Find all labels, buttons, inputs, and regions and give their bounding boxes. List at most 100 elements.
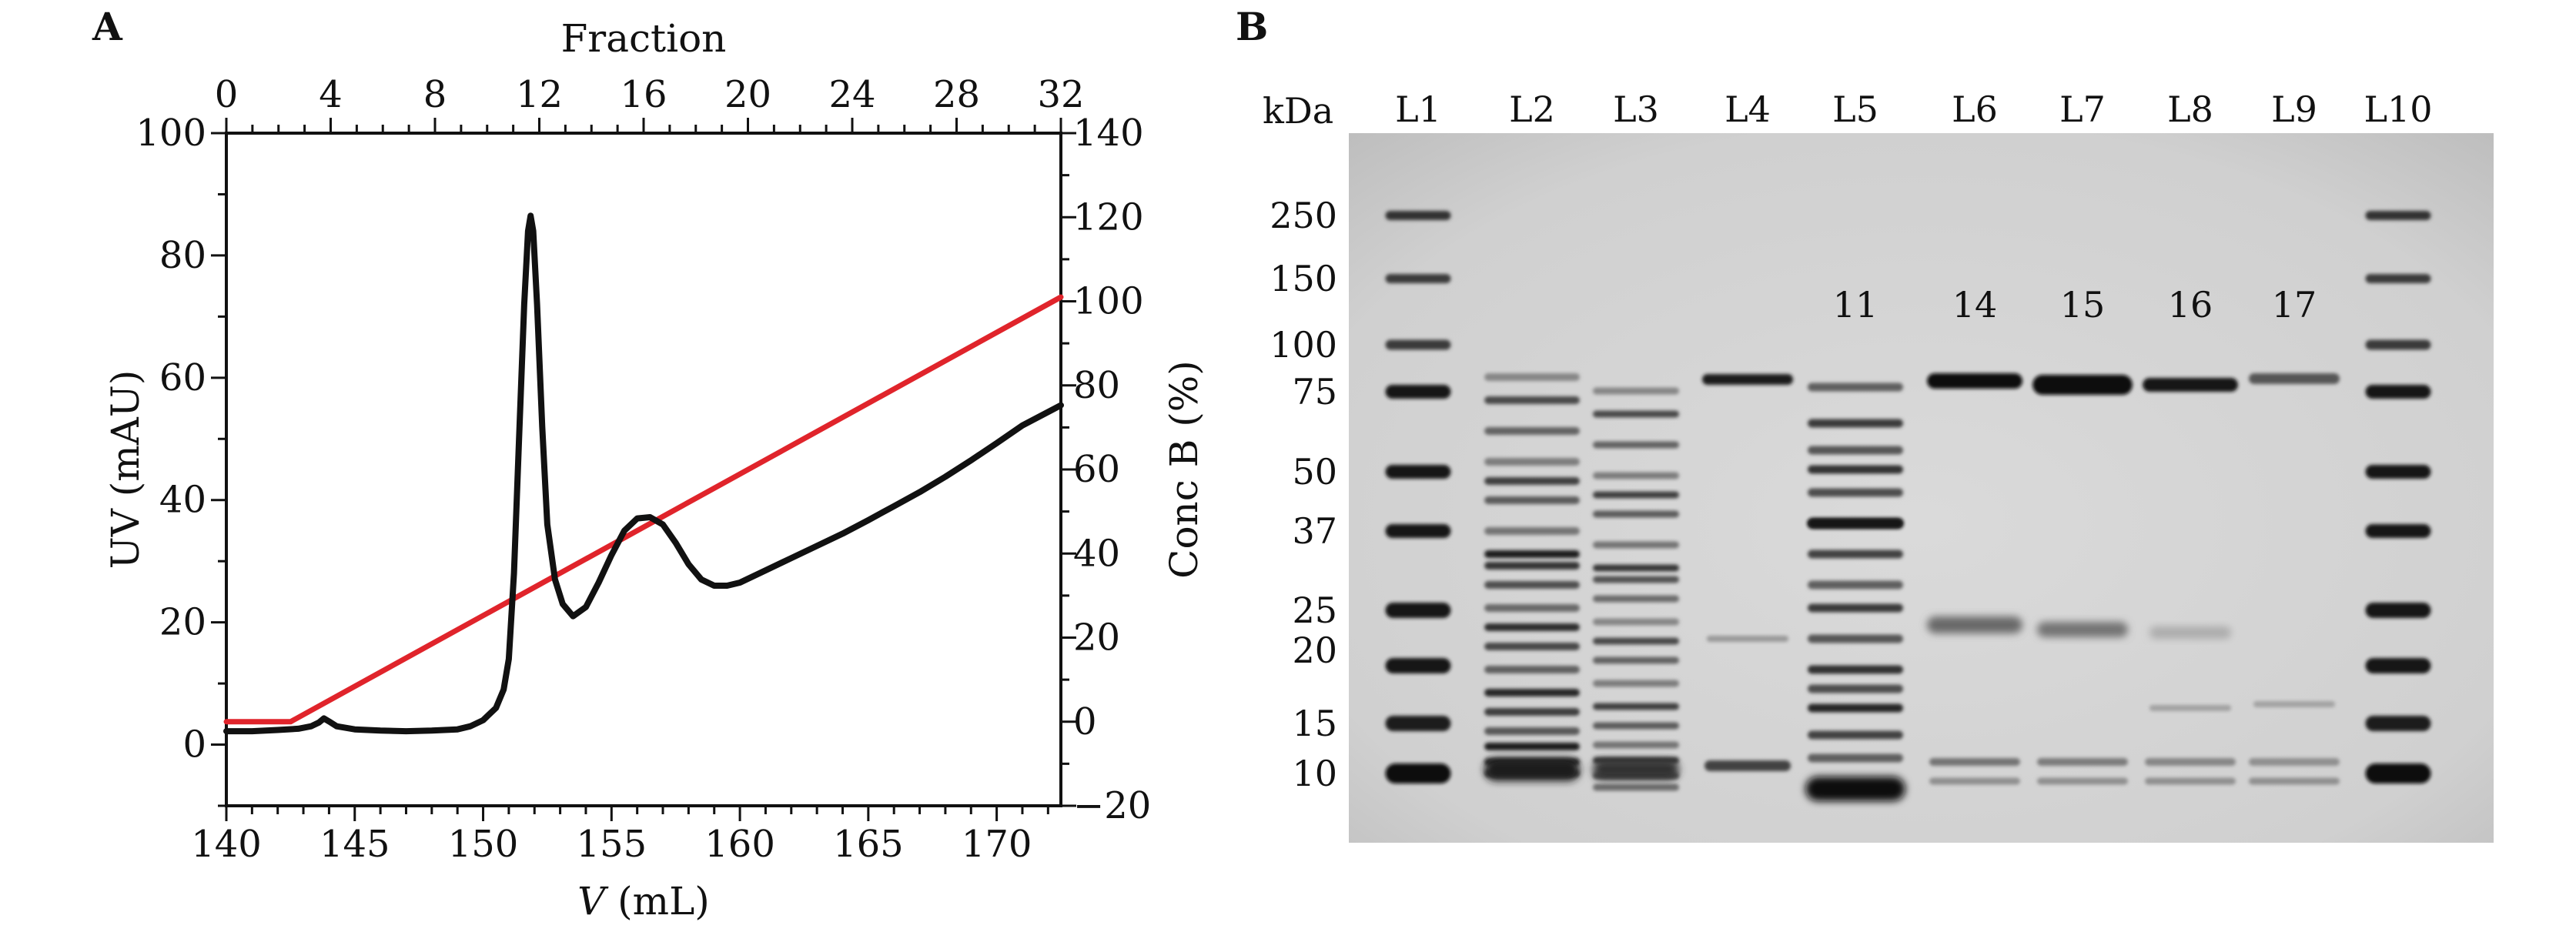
gel-band (2249, 373, 2340, 384)
lane-label-l2: L2 (1509, 89, 1555, 130)
gel-band (1385, 465, 1451, 479)
y2-tick-labels: −20 0 20 40 60 80 100 120 140 (1073, 112, 1151, 827)
x-tick-label: 150 (448, 823, 519, 866)
gel-band (1484, 708, 1580, 716)
x2-tick-label: 24 (828, 73, 875, 116)
fraction-label-17: 17 (2272, 284, 2317, 326)
gel-band (1484, 496, 1580, 504)
x2-tick-labels: 0 4 8 12 16 20 24 28 32 (215, 73, 1085, 116)
gel-band (1592, 576, 1680, 583)
gel-band (1385, 716, 1451, 731)
lane-label-l7: L7 (2059, 89, 2106, 130)
x-tick-labels: 140 145 150 155 160 165 170 (191, 823, 1032, 866)
kda-label-250: 250 (1270, 195, 1337, 236)
gel-image (1349, 133, 2494, 843)
uv-trace-line (223, 212, 1064, 735)
gel-band (1592, 783, 1680, 791)
gel-band (2365, 211, 2431, 220)
gel-band (1808, 382, 1903, 392)
fraction-labels: 11 14 15 16 17 (1833, 284, 2317, 326)
lane-label-l9: L9 (2271, 89, 2317, 130)
gel-band (1484, 427, 1580, 435)
gel-band (2145, 777, 2236, 785)
x2-tick-label: 28 (933, 73, 980, 116)
gel-band (1592, 656, 1680, 664)
gel-band (1484, 550, 1580, 558)
y2-tick-label: −20 (1073, 784, 1151, 827)
gel-band (1592, 491, 1680, 499)
fraction-label-16: 16 (2168, 284, 2213, 326)
x-axis-title-variable: V (577, 879, 609, 924)
gel-band (1592, 618, 1680, 626)
y2-tick-label: 80 (1073, 364, 1120, 407)
gel-band (1808, 634, 1903, 643)
gel-band (2032, 375, 2133, 395)
gel-band (2365, 524, 2431, 538)
gel-band (1808, 603, 1903, 613)
fraction-label-15: 15 (2060, 284, 2106, 326)
gel-band (1385, 763, 1451, 783)
x2-tick-label: 8 (423, 73, 447, 116)
lane-label-l5: L5 (1832, 89, 1878, 130)
minor-ticks (218, 125, 1069, 814)
lane-label-l4: L4 (1725, 89, 1771, 130)
y-tick-label: 0 (182, 723, 206, 767)
major-ticks (211, 118, 1076, 821)
gel-band (1808, 465, 1903, 474)
x-tick-label: 160 (704, 823, 775, 866)
gel-band (1385, 274, 1451, 283)
gel-band (1484, 643, 1580, 650)
gel-band (1484, 727, 1580, 735)
x2-tick-label: 20 (724, 73, 771, 116)
gel-band (1484, 758, 1580, 781)
kda-label-20: 20 (1292, 630, 1337, 671)
gel-band (2365, 274, 2431, 283)
kda-label-150: 150 (1270, 258, 1337, 299)
gel-band (1808, 518, 1903, 529)
lane-label-l10: L10 (2364, 89, 2432, 130)
gel-band (1385, 603, 1451, 618)
lane-label-l6: L6 (1952, 89, 1998, 130)
x2-tick-label: 16 (620, 73, 667, 116)
gel-band (1927, 616, 2022, 633)
gel-band (1808, 419, 1903, 428)
gel-band (1592, 472, 1680, 479)
gel-band (1484, 396, 1580, 404)
gel-band (2149, 705, 2232, 711)
conc-b-line (223, 294, 1064, 725)
gel-band (2365, 603, 2431, 618)
gel-band (2365, 658, 2431, 673)
y2-tick-label: 20 (1073, 616, 1120, 660)
gel-band (2365, 763, 2431, 783)
panel-a-letter: A (92, 4, 123, 49)
series-layer (223, 212, 1064, 735)
gel-band (2037, 777, 2128, 785)
gel-band (1592, 637, 1680, 645)
x-axis-title-unit: (mL) (605, 879, 710, 924)
gel-band (1484, 477, 1580, 485)
gel-band (1808, 446, 1903, 455)
gel-bands (1385, 211, 2431, 801)
gel-band (1592, 541, 1680, 549)
gel-band (1808, 684, 1903, 693)
gel-band (1704, 760, 1791, 771)
y-tick-label: 40 (159, 479, 206, 522)
y-tick-label: 20 (159, 601, 206, 644)
gel-band (1484, 743, 1580, 750)
gel-band (1484, 623, 1580, 631)
gel-band (1808, 550, 1903, 559)
x-axis-title: V (mL) (577, 879, 710, 924)
gel-band (1808, 580, 1903, 590)
x2-tick-label: 0 (215, 73, 239, 116)
gel-band (2149, 626, 2232, 639)
gel-band (1484, 604, 1580, 612)
gel-band (2365, 339, 2431, 350)
gel-band (1927, 373, 2022, 389)
x2-axis-title: Fraction (561, 16, 727, 61)
gel-band (1702, 374, 1793, 385)
kda-label-50: 50 (1292, 451, 1337, 493)
gel-band (1592, 741, 1680, 749)
gel-band (1805, 777, 1905, 801)
gel-band (2249, 758, 2340, 766)
gel-band (1592, 703, 1680, 710)
